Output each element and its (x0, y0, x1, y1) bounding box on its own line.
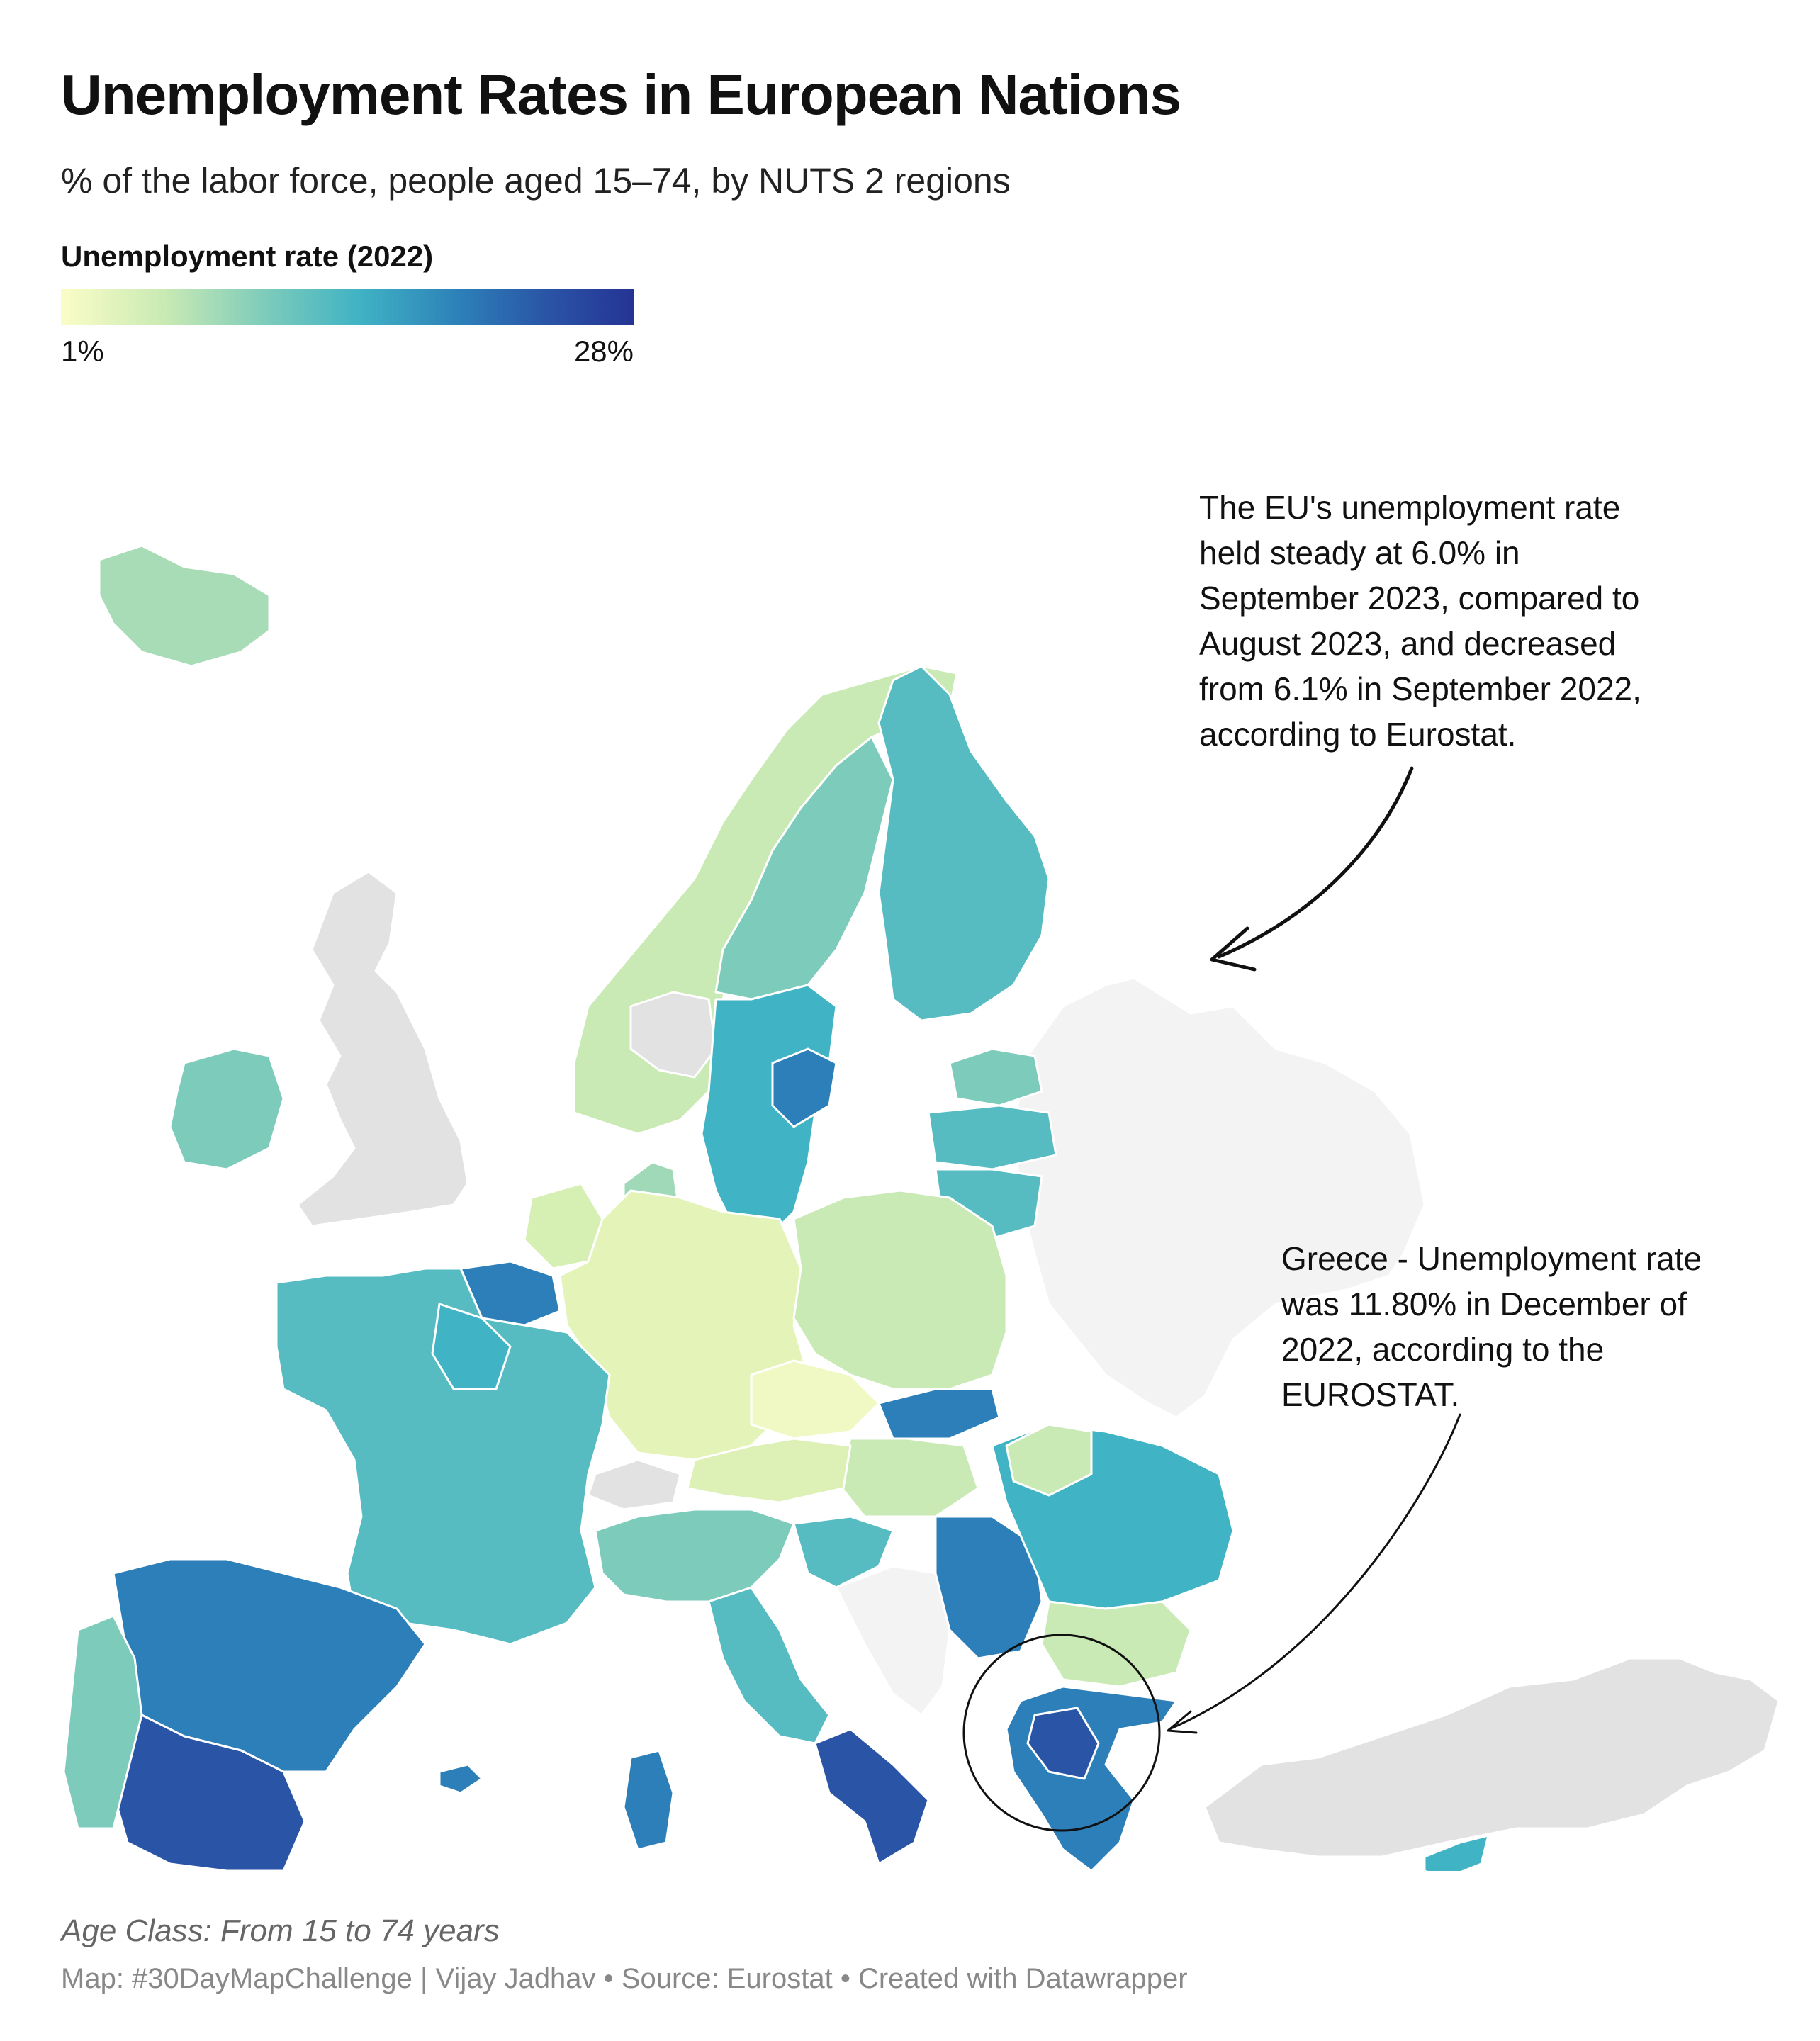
region-balearic-islands[interactable] (438, 1763, 483, 1794)
map-subtitle: % of the labor force, people aged 15–74,… (61, 161, 1011, 201)
annotation-line: EUROSTAT. (1281, 1376, 1460, 1413)
legend-color-bar (61, 289, 634, 325)
annotation-line: 2022, according to the (1281, 1331, 1605, 1368)
legend-max-label: 28% (573, 334, 634, 368)
region-ireland[interactable] (169, 1047, 285, 1171)
region-austria[interactable] (686, 1437, 852, 1504)
greece-annotation-arrowhead (1167, 1710, 1198, 1734)
eu-annotation-arrow (1217, 766, 1414, 959)
footer-note: Age Class: From 15 to 74 years (61, 1913, 500, 1948)
region-russia-belarus-ukraine[interactable] (1012, 977, 1426, 1419)
region-poland[interactable] (792, 1189, 1008, 1390)
map-title: Unemployment Rates in European Nations (61, 63, 1181, 126)
region-italy-south[interactable] (814, 1728, 930, 1865)
region-latvia[interactable] (927, 1104, 1057, 1171)
region-greece-centre[interactable] (1026, 1707, 1100, 1780)
legend-min-label: 1% (61, 334, 104, 368)
region-hungary[interactable] (835, 1437, 979, 1518)
greece-unemployment-annotation: Greece - Unemployment rate was 11.80% in… (1281, 1236, 1702, 1417)
region-romania-northwest[interactable] (1005, 1423, 1093, 1497)
region-estonia[interactable] (948, 1047, 1043, 1107)
region-portugal[interactable] (62, 1614, 143, 1830)
region-sardinia[interactable] (622, 1749, 675, 1851)
eu-unemployment-annotation: The EU's unemployment rate held steady a… (1199, 485, 1641, 757)
region-sweden-north[interactable] (714, 736, 894, 1001)
annotation-line: held steady at 6.0% in (1199, 534, 1520, 571)
region-balkans-no-data[interactable] (835, 1565, 951, 1716)
region-united-kingdom[interactable] (296, 870, 469, 1227)
annotation-line: August 2023, and decreased (1199, 625, 1617, 662)
region-italy-north[interactable] (594, 1508, 795, 1603)
region-switzerland[interactable] (587, 1458, 682, 1511)
eu-annotation-arrowhead (1210, 926, 1257, 972)
region-slovakia[interactable] (877, 1388, 1001, 1440)
footer-credit: Map: #30DayMapChallenge | Vijay Jadhav •… (61, 1963, 1188, 1994)
region-france-paris[interactable] (431, 1303, 512, 1390)
region-cyprus[interactable] (1423, 1834, 1490, 1871)
region-iceland[interactable] (98, 544, 271, 668)
region-france[interactable] (275, 1267, 611, 1646)
europe-map[interactable] (0, 383, 1820, 1871)
region-spain-south[interactable] (112, 1714, 306, 1871)
annotation-line: September 2023, compared to (1199, 580, 1640, 617)
region-sweden-south[interactable] (700, 984, 838, 1242)
region-norway-no-data[interactable] (629, 991, 717, 1079)
region-czechia[interactable] (750, 1359, 880, 1440)
greece-annotation-arrow (1168, 1413, 1461, 1731)
annotation-line: The EU's unemployment rate (1199, 489, 1621, 526)
region-bulgaria[interactable] (1040, 1600, 1192, 1688)
legend-title: Unemployment rate (2022) (61, 240, 434, 273)
region-finland[interactable] (877, 665, 1050, 1022)
region-sweden-stockholm[interactable] (771, 1047, 838, 1128)
region-turkey[interactable] (1203, 1657, 1780, 1858)
region-serbia[interactable] (934, 1515, 1043, 1660)
annotation-line: according to Eurostat. (1199, 716, 1517, 753)
region-greece[interactable] (1005, 1685, 1178, 1871)
region-croatia[interactable] (792, 1515, 894, 1589)
greece-highlight-circle (962, 1634, 1161, 1832)
annotation-line: Greece - Unemployment rate (1281, 1240, 1702, 1277)
annotation-line: from 6.1% in September 2022, (1199, 670, 1641, 707)
region-italy-centre[interactable] (707, 1586, 831, 1745)
region-germany[interactable] (558, 1189, 809, 1461)
annotation-line: was 11.80% in December of (1281, 1286, 1687, 1322)
